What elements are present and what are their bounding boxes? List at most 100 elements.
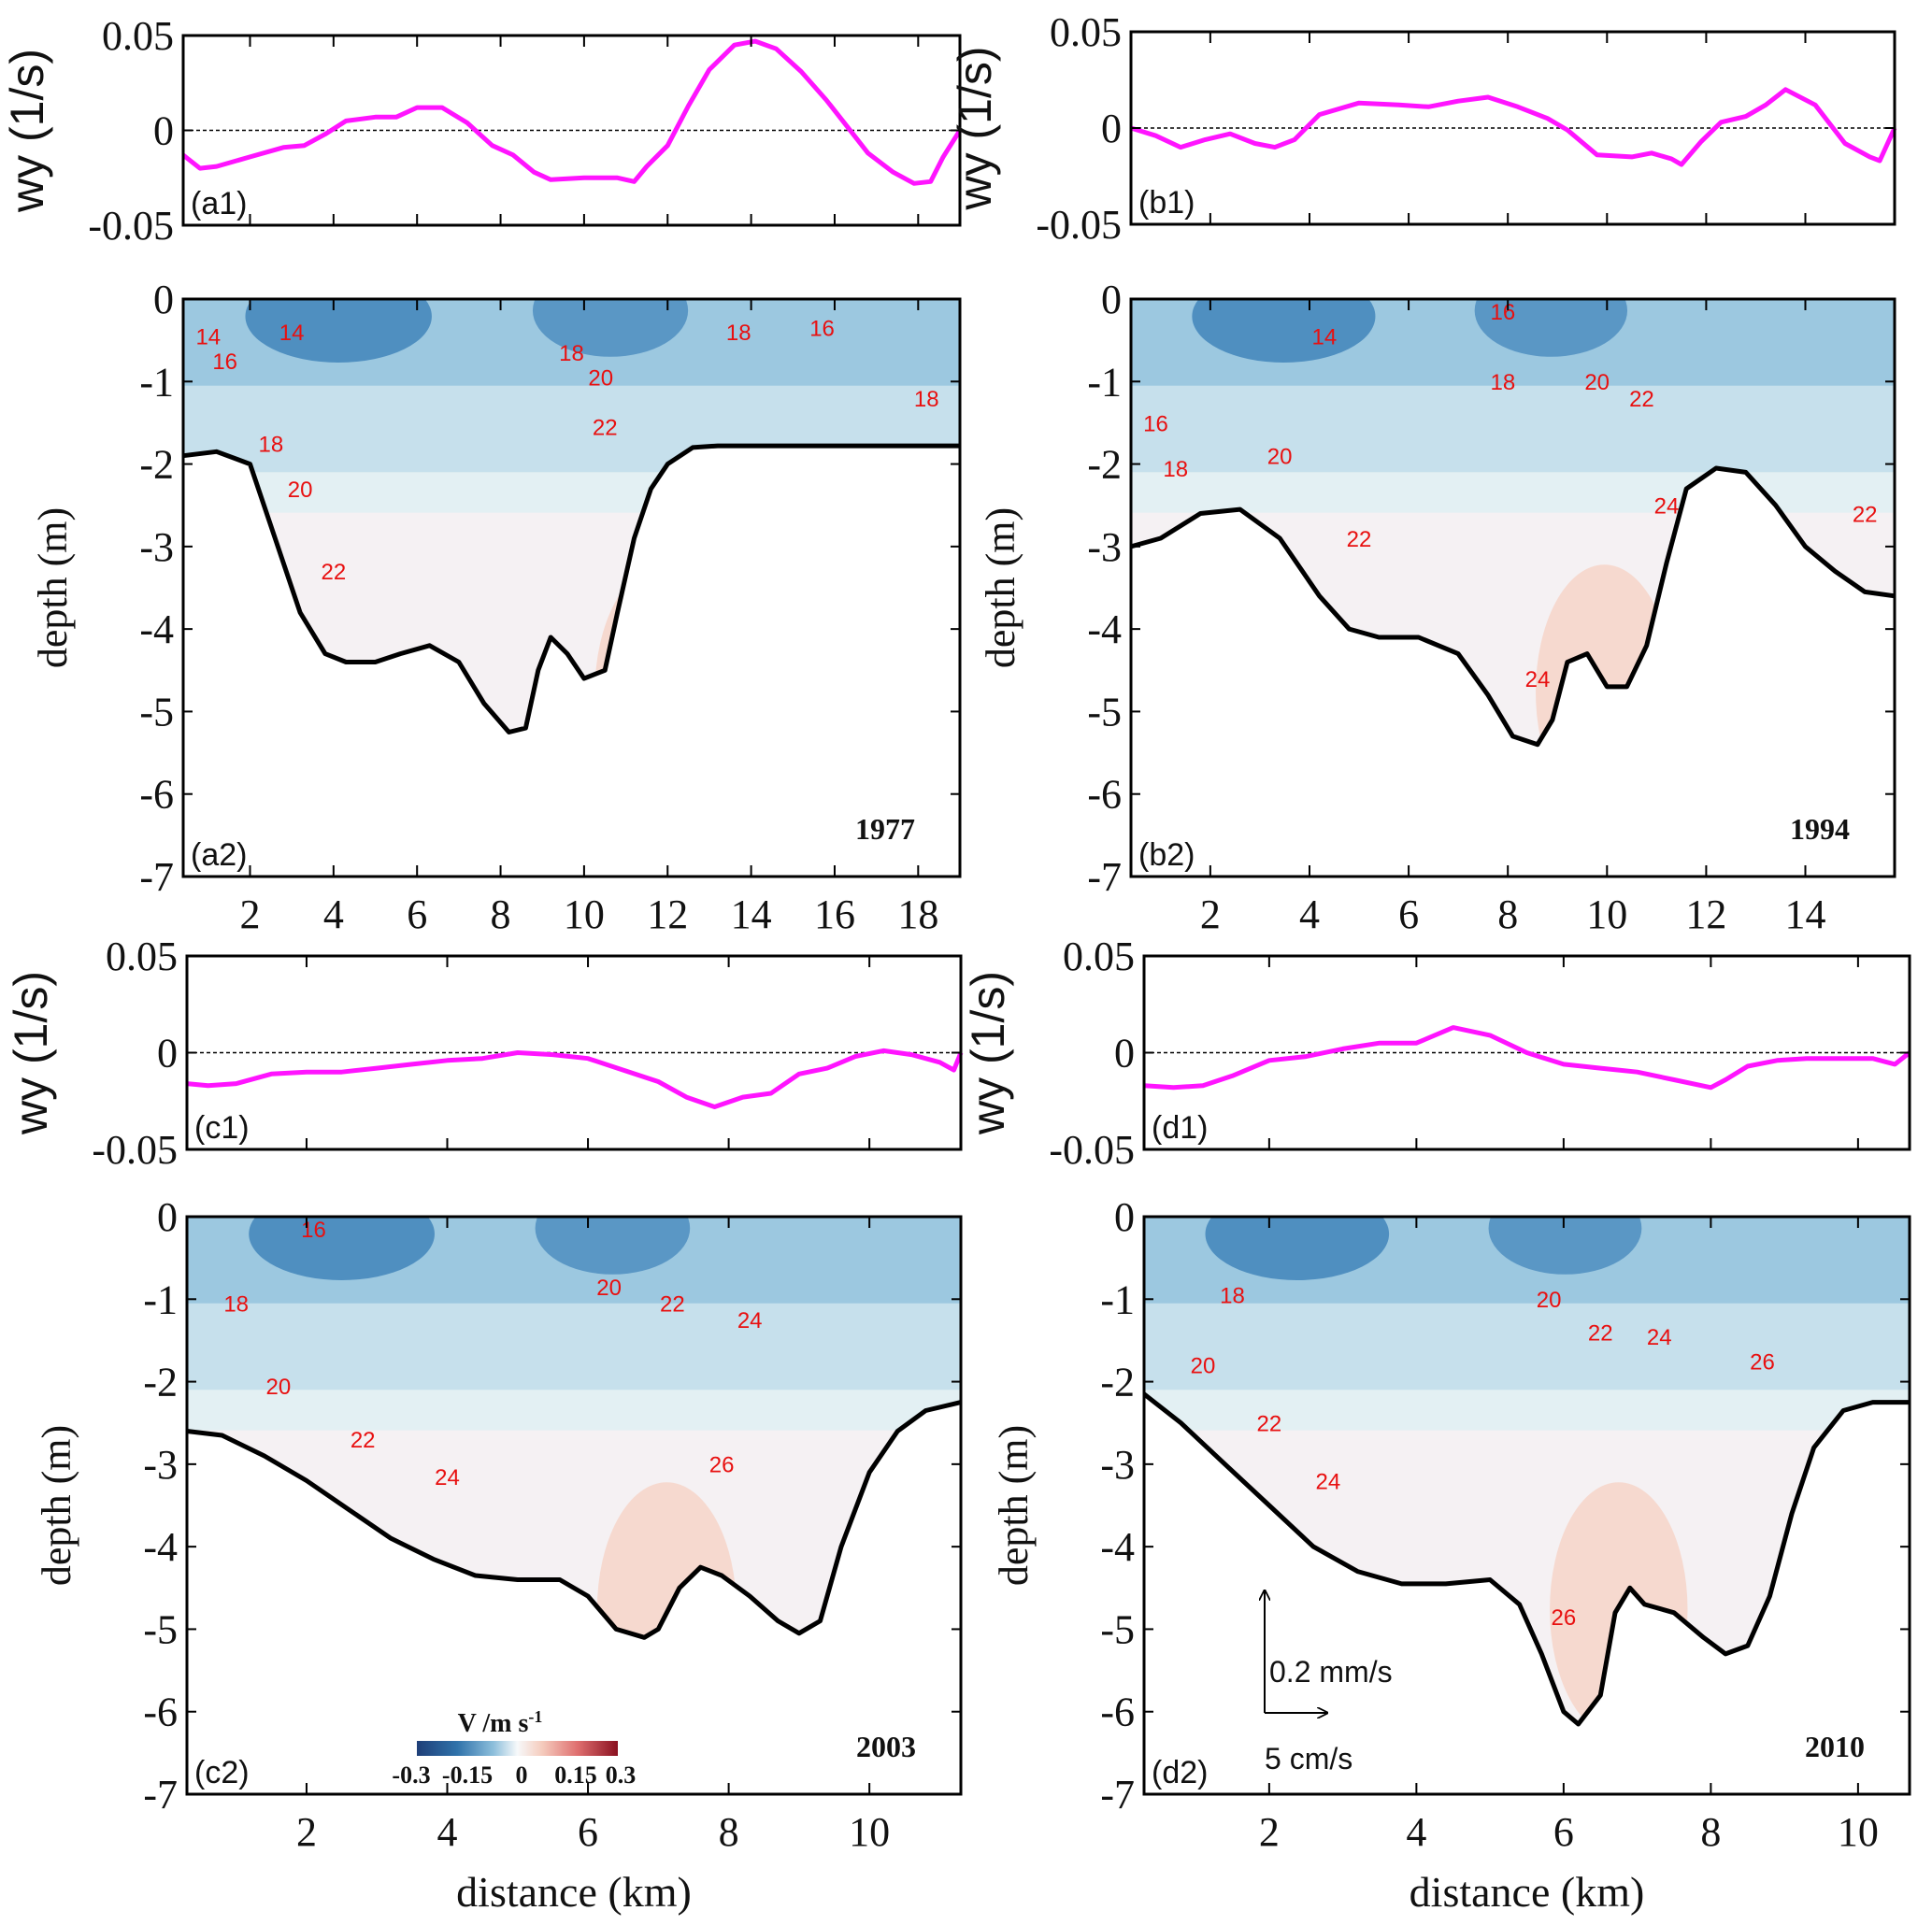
velocity-scale-legend: 0.2 mm/s 5 cm/s [1265, 1590, 1393, 1775]
isotherm-label: 18 [1491, 370, 1516, 395]
y-tick-label: -3 [139, 524, 174, 570]
y-tick-label: -6 [1100, 1690, 1135, 1735]
y-tick-label: 0 [153, 108, 174, 154]
y-tick-label: 0.05 [1050, 9, 1122, 55]
y-tick-label: -4 [1087, 606, 1122, 652]
isotherm-label: 22 [593, 416, 618, 441]
isotherm-label: 18 [223, 1292, 249, 1318]
x-tick-label: 16 [814, 891, 855, 937]
x-tick-label: 6 [407, 891, 427, 937]
year-label: 1977 [855, 812, 915, 846]
bathymetry-line [182, 443, 960, 734]
colorbar-tick: 0.3 [606, 1761, 637, 1789]
axes-frame [185, 1215, 963, 1796]
isotherm-label: 18 [559, 341, 584, 366]
y-tick-label: -4 [139, 606, 174, 652]
isotherm-label: 18 [1220, 1284, 1245, 1309]
y-axis-label: wy (1/s) [5, 971, 57, 1135]
vertical-scale-label: 0.2 mm/s [1269, 1655, 1393, 1689]
y-axis-label: depth (m) [30, 507, 76, 668]
y-axis-label: depth (m) [34, 1425, 79, 1586]
colorbar-title: V /m s-1 [458, 1707, 543, 1738]
isotherm-label: 22 [351, 1428, 376, 1453]
y-tick-label: 0 [1114, 1031, 1135, 1077]
colorbar-gradient [417, 1741, 618, 1756]
isotherm-label: 18 [1163, 457, 1188, 482]
y-tick-label: -4 [1100, 1524, 1135, 1570]
x-tick-label: 2 [239, 891, 260, 937]
panel-d1-vorticity: 0.05 0 -0.05 wy (1/s) (d1) [962, 934, 1911, 1173]
x-axis-label: distance (km) [456, 1868, 692, 1916]
colorbar-tick: -0.3 [392, 1761, 430, 1789]
year-label: 2010 [1805, 1730, 1865, 1763]
x-tick-label: 2 [296, 1809, 317, 1855]
y-tick-label: -1 [139, 359, 174, 405]
isotherm-label: 26 [1750, 1349, 1775, 1375]
velocity-band [1131, 472, 1895, 513]
isotherm-label: 22 [1629, 387, 1654, 412]
year-label: 1994 [1790, 812, 1850, 846]
y-tick-label: -4 [143, 1524, 178, 1570]
y-tick-label: -0.05 [1049, 1127, 1135, 1173]
panel-a1-vorticity: 0.05 0 -0.05 wy (1/s) (a1) [1, 13, 963, 249]
bathymetry-line [1130, 465, 1896, 748]
x-tick-label: 8 [491, 891, 511, 937]
isotherm-label: 20 [596, 1276, 622, 1301]
y-tick-label: -2 [143, 1360, 178, 1405]
y-tick-label: 0.05 [1063, 934, 1135, 979]
y-tick-label: 0.05 [102, 13, 174, 59]
colorbar-tick: 0.15 [554, 1761, 597, 1789]
wy-series-line [186, 1048, 964, 1109]
isotherm-label: 18 [258, 432, 283, 457]
x-tick-label: 14 [1785, 891, 1826, 937]
y-tick-label: -6 [143, 1690, 178, 1735]
panel-label: (d1) [1152, 1110, 1208, 1146]
isotherm-label: 16 [301, 1218, 326, 1243]
velocity-band [1144, 1390, 1910, 1431]
x-tick-label: 2 [1200, 891, 1221, 937]
panel-label: (b2) [1138, 837, 1195, 873]
isotherm-label: 16 [1143, 411, 1168, 436]
bathymetry-line [186, 1400, 962, 1640]
isotherm-label: 16 [809, 317, 835, 342]
velocity-core [1488, 1217, 1642, 1275]
y-tick-label: -7 [143, 1772, 178, 1818]
y-axis-label: wy (1/s) [949, 47, 1001, 211]
y-tick-label: -5 [143, 1606, 178, 1652]
x-tick-label: 10 [849, 1809, 890, 1855]
panel-label: (d2) [1152, 1755, 1208, 1790]
axes-frame [1142, 1215, 1911, 1796]
x-axis-label: distance (km) [1410, 1868, 1645, 1916]
velocity-core [249, 1217, 435, 1280]
panel-label: (c2) [194, 1755, 250, 1790]
panel-label: (a2) [191, 837, 247, 873]
axes-frame [1142, 954, 1911, 1151]
axes-frame [185, 954, 963, 1151]
y-tick-label: -2 [1100, 1360, 1135, 1405]
y-tick-label: 0 [1101, 106, 1122, 151]
isotherm-label: 20 [1267, 445, 1293, 470]
x-tick-label: 4 [1299, 891, 1320, 937]
x-tick-label: 4 [437, 1809, 458, 1855]
isotherm-label: 24 [1654, 494, 1680, 520]
isotherm-label: 18 [726, 321, 751, 346]
x-tick-label: 12 [647, 891, 688, 937]
isotherm-label: 22 [1347, 527, 1372, 552]
x-tick-label: 4 [1406, 1809, 1426, 1855]
y-tick-label: -5 [1100, 1606, 1135, 1652]
axes-frame [181, 34, 962, 227]
isotherm-label: 20 [1191, 1354, 1216, 1379]
isotherm-label: 14 [1312, 325, 1338, 350]
isotherm-label: 26 [1552, 1605, 1577, 1631]
isotherm-label: 20 [266, 1375, 292, 1400]
y-tick-label: 0.05 [106, 934, 178, 979]
isotherm-label: 18 [914, 387, 939, 412]
wy-series-line [1143, 1025, 1911, 1091]
velocity-positive-region [1536, 564, 1674, 745]
isotherm-label: 24 [1647, 1325, 1672, 1350]
y-tick-label: -5 [139, 689, 174, 734]
colorbar-tick: 0 [516, 1761, 528, 1789]
